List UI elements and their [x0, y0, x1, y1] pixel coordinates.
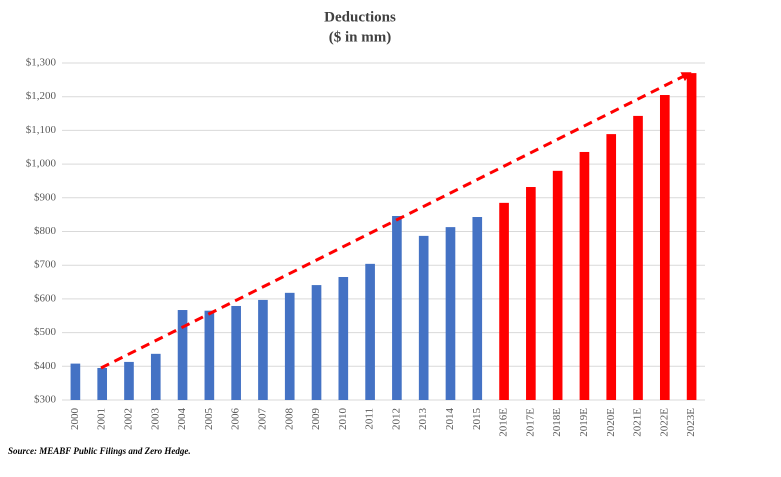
x-tick-label: 2015: [471, 408, 483, 431]
bar: [633, 115, 643, 400]
bar: [686, 73, 697, 401]
x-tick-label: 2006: [230, 408, 242, 431]
plot-area: $300 $400 $500 $600 $700 $800 $900 $1,000 $1,100…: [26, 57, 705, 437]
x-tick-label: 2017E: [524, 408, 536, 437]
x-tick-label: 2013: [417, 408, 429, 431]
bar: [124, 361, 134, 400]
x-tick-label: 2009: [310, 408, 322, 431]
bar: [472, 217, 483, 400]
y-tick-label: $400: [34, 360, 57, 372]
bar: [97, 367, 108, 400]
bar: [204, 310, 215, 400]
x-tick-label: 2004: [176, 408, 188, 431]
x-tick-label: 2005: [203, 408, 215, 431]
bar: [499, 202, 509, 400]
y-tick-label: $1,100: [26, 124, 57, 136]
source-note: Source: MEABF Public Filings and Zero He…: [8, 446, 191, 456]
x-tick-label: 2007: [256, 408, 268, 431]
bar: [552, 170, 563, 400]
y-tick-label: $600: [34, 292, 57, 304]
bar: [392, 215, 402, 400]
y-tick-label: $700: [34, 259, 57, 271]
x-tick-label: 2012: [390, 408, 402, 430]
chart-subtitle: ($ in mm): [329, 29, 392, 45]
x-tick-label: 2002: [123, 408, 135, 430]
y-tick-label: $800: [34, 225, 57, 237]
bar: [150, 353, 161, 400]
bar: [445, 227, 456, 400]
bar: [311, 285, 322, 400]
y-tick-label: $1,000: [26, 158, 57, 170]
bar: [177, 310, 188, 400]
bar: [606, 134, 617, 400]
bar: [659, 95, 670, 400]
x-tick-label: 2000: [69, 408, 81, 431]
bar: [70, 363, 81, 400]
bar: [231, 305, 241, 400]
y-tick-label: $500: [34, 326, 57, 338]
x-tick-label: 2020E: [605, 408, 617, 437]
bar: [365, 263, 375, 400]
x-tick-label: 2016E: [498, 408, 510, 437]
x-tick-label: 2019E: [578, 408, 590, 437]
y-tick-label: $900: [34, 191, 57, 203]
bar: [338, 276, 349, 400]
y-tick-label: $300: [34, 394, 57, 406]
x-tick-label: 2023E: [685, 408, 697, 437]
x-tick-label: 2014: [444, 408, 456, 431]
y-tick-label: $1,200: [26, 90, 57, 102]
bar: [526, 187, 536, 400]
bar: [579, 151, 590, 400]
x-tick-label: 2001: [96, 408, 108, 430]
x-tick-label: 2022E: [658, 408, 670, 437]
x-tick-label: 2011: [364, 408, 376, 430]
bar: [258, 299, 268, 400]
x-tick-label: 2018E: [551, 408, 563, 437]
x-tick-label: 2003: [149, 408, 161, 431]
bar: [284, 292, 295, 400]
y-tick-label: $1,300: [26, 57, 57, 69]
x-tick-label: 2010: [337, 408, 349, 431]
x-tick-label: 2008: [283, 408, 295, 431]
x-tick-label: 2021E: [632, 408, 644, 437]
chart-title: Deductions: [324, 9, 396, 25]
bar: [418, 235, 429, 400]
trend-arrow: [100, 72, 692, 370]
